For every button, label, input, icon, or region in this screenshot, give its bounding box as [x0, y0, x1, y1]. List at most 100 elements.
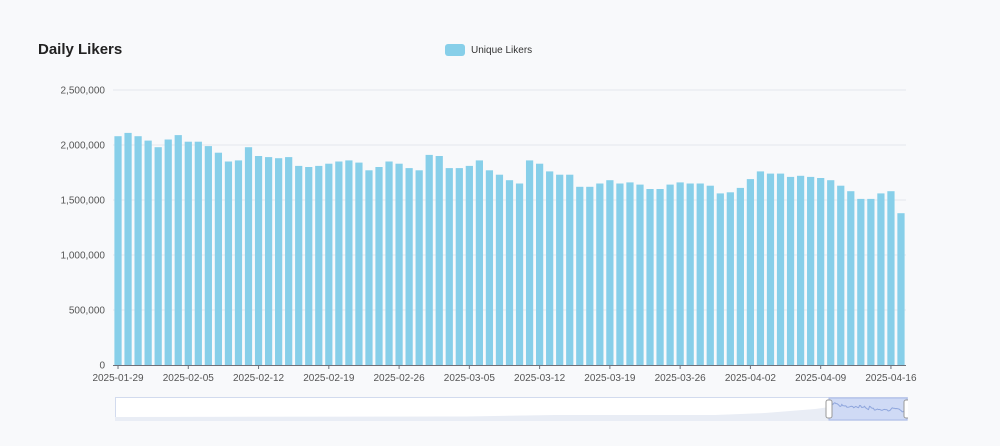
x-tick-label: 2025-02-19: [303, 373, 355, 384]
bar: [877, 193, 885, 365]
bar: [315, 165, 323, 365]
bar: [746, 179, 755, 365]
bar: [566, 174, 574, 365]
bar: [837, 185, 845, 365]
bar: [756, 171, 765, 365]
bar: [867, 198, 875, 365]
bar: [505, 180, 514, 365]
bar: [375, 167, 383, 365]
bar: [716, 193, 724, 365]
bar: [224, 161, 233, 365]
bar: [204, 146, 212, 365]
bar: [425, 154, 433, 365]
bar: [736, 187, 744, 365]
x-tick-label: 2025-04-16: [865, 373, 917, 384]
bar: [134, 136, 142, 365]
bar: [124, 132, 132, 365]
bar: [817, 178, 825, 365]
y-tick-label: 2,000,000: [61, 141, 106, 152]
bar: [285, 157, 293, 365]
bar: [546, 171, 554, 365]
bar: [766, 173, 775, 365]
y-tick-label: 1,500,000: [61, 196, 106, 207]
x-tick-label: 2025-03-26: [655, 373, 707, 384]
bar: [556, 174, 564, 365]
bar: [676, 182, 684, 365]
bar: [656, 189, 664, 365]
bar: [726, 192, 734, 365]
bar: [385, 161, 393, 365]
bar: [586, 186, 594, 365]
bar: [295, 165, 303, 365]
bar: [686, 183, 694, 365]
x-tick-label: 2025-02-26: [374, 373, 426, 384]
bar: [144, 140, 152, 365]
bar: [786, 176, 795, 365]
bar: [174, 135, 182, 365]
bar: [455, 168, 463, 365]
bar: [395, 163, 403, 365]
bar: [606, 180, 614, 365]
x-tick-label: 2025-04-09: [795, 373, 847, 384]
x-tick-label: 2025-03-05: [444, 373, 496, 384]
x-tick-label: 2025-03-19: [584, 373, 636, 384]
bar: [525, 160, 534, 365]
bar: [666, 184, 674, 365]
bar: [194, 141, 202, 365]
bar: [164, 139, 172, 365]
bar: [114, 136, 122, 365]
slider-handle-right: [903, 399, 908, 419]
y-tick-label: 2,500,000: [61, 86, 106, 97]
bar: [495, 174, 504, 365]
legend[interactable]: Unique Likers: [445, 44, 532, 56]
bar: [616, 183, 624, 365]
bar: [807, 176, 815, 365]
bar: [596, 183, 604, 365]
bar: [897, 213, 905, 365]
bar: [184, 141, 192, 365]
bar: [154, 147, 162, 365]
bar: [445, 168, 453, 365]
bar: [214, 152, 223, 365]
bar: [827, 180, 835, 365]
bar: [796, 175, 805, 365]
bar: [626, 182, 634, 365]
x-tick-label: 2025-03-12: [514, 373, 566, 384]
x-tick-label: 2025-04-02: [725, 373, 777, 384]
bar: [696, 183, 704, 365]
bar: [264, 157, 273, 365]
bar: [234, 160, 243, 365]
x-tick-label: 2025-02-05: [163, 373, 215, 384]
bar: [355, 162, 363, 365]
bar: [275, 158, 283, 365]
x-tick-label: 2025-01-29: [92, 373, 144, 384]
chart-title: Daily Likers: [38, 41, 123, 58]
bar: [254, 156, 263, 365]
bar: [636, 184, 644, 365]
bar: [415, 170, 423, 365]
bar: [325, 163, 333, 365]
bar: [405, 168, 413, 365]
slider-history-area: [115, 404, 908, 421]
bar: [345, 160, 353, 365]
bar: [485, 170, 494, 365]
y-tick-label: 0: [99, 361, 105, 372]
bar: [365, 170, 373, 365]
bar: [847, 191, 855, 365]
bar: [335, 161, 343, 365]
bar: [305, 167, 313, 365]
bar: [475, 160, 483, 365]
legend-swatch: [445, 44, 465, 56]
bar: [646, 189, 654, 365]
bar: [465, 165, 473, 365]
y-tick-label: 1,000,000: [61, 251, 106, 262]
bar: [857, 198, 865, 365]
bar: [515, 183, 524, 365]
bar: [706, 185, 714, 365]
slider-handle-left: [825, 399, 833, 419]
bar: [576, 186, 584, 365]
bar: [776, 173, 785, 365]
bar: [536, 163, 544, 365]
data-zoom-slider[interactable]: [115, 397, 908, 421]
